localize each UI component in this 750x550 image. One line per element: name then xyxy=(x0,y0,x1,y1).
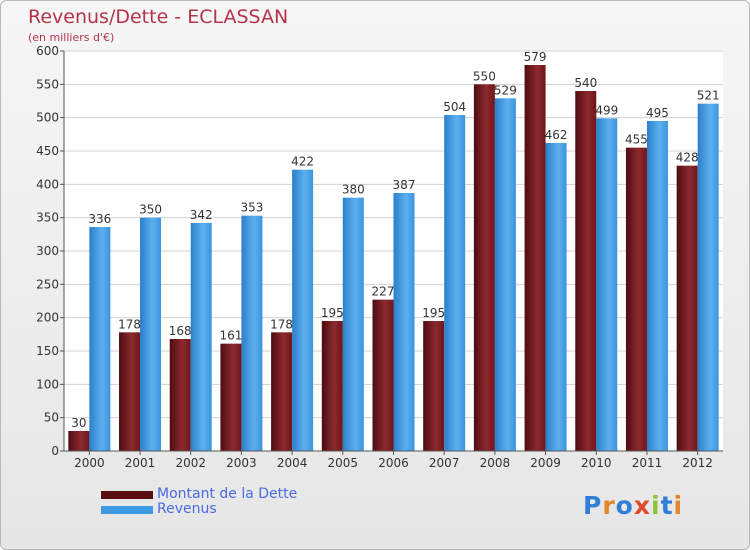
bar-revenus xyxy=(292,169,314,451)
data-label-debt: 178 xyxy=(270,317,293,331)
chart-title: Revenus/Dette - ECLASSAN xyxy=(28,6,289,28)
data-label-debt: 579 xyxy=(524,50,547,64)
data-label-revenus: 336 xyxy=(88,212,111,226)
data-label-revenus: 353 xyxy=(240,201,263,215)
x-tick-label: 2008 xyxy=(480,456,511,470)
x-tick-label: 2010 xyxy=(581,456,612,470)
data-label-revenus: 342 xyxy=(190,208,213,222)
x-tick-label: 2001 xyxy=(125,456,156,470)
data-label-debt: 178 xyxy=(118,317,141,331)
bar-revenus xyxy=(342,197,364,451)
x-tick-label: 2006 xyxy=(378,456,409,470)
bar-debt xyxy=(119,332,141,451)
data-label-revenus: 521 xyxy=(697,89,720,103)
x-tick-label: 2004 xyxy=(277,456,308,470)
x-tick-label: 2005 xyxy=(328,456,359,470)
logo-letter: i xyxy=(673,491,684,520)
bar-debt xyxy=(220,343,242,451)
bar-revenus xyxy=(697,103,719,452)
data-label-debt: 195 xyxy=(422,306,445,320)
data-label-debt: 227 xyxy=(372,285,395,299)
y-tick-label: 250 xyxy=(36,277,59,291)
bar-revenus xyxy=(494,98,516,451)
logo-letter: t xyxy=(660,491,674,520)
legend-label-revenus: Revenus xyxy=(157,501,217,517)
y-tick-label: 150 xyxy=(36,344,59,358)
x-tick-label: 2003 xyxy=(226,456,257,470)
data-label-revenus: 350 xyxy=(139,203,162,217)
legend-swatch-debt xyxy=(101,490,153,499)
y-tick-label: 0 xyxy=(51,444,59,458)
x-tick-label: 2009 xyxy=(530,456,561,470)
data-label-debt: 168 xyxy=(169,324,192,338)
bar-revenus xyxy=(646,121,668,451)
data-label-debt: 30 xyxy=(71,416,86,430)
legend-label-debt: Montant de la Dette xyxy=(157,486,298,502)
x-tick-label: 2011 xyxy=(632,456,663,470)
bar-revenus xyxy=(393,193,415,451)
bar-revenus xyxy=(140,217,162,451)
data-label-revenus: 380 xyxy=(342,183,365,197)
legend: Montant de la Dette Revenus xyxy=(101,487,297,517)
data-label-debt: 540 xyxy=(574,76,597,90)
y-tick-label: 550 xyxy=(36,77,59,91)
bar-debt xyxy=(68,431,90,451)
data-label-revenus: 529 xyxy=(494,83,517,97)
x-tick-label: 2012 xyxy=(682,456,713,470)
data-label-revenus: 499 xyxy=(595,103,618,117)
data-label-revenus: 504 xyxy=(443,100,466,114)
bar-debt xyxy=(473,84,495,451)
bar-debt xyxy=(169,339,191,451)
bar-debt xyxy=(575,91,597,451)
y-tick-label: 300 xyxy=(36,244,59,258)
y-tick-label: 450 xyxy=(36,144,59,158)
y-tick-label: 100 xyxy=(36,377,59,391)
x-tick-label: 2007 xyxy=(429,456,460,470)
bar-revenus xyxy=(89,227,111,451)
logo-letter: P xyxy=(583,491,603,520)
data-label-revenus: 462 xyxy=(545,128,568,142)
logo-letter: i xyxy=(651,491,661,520)
data-label-debt: 161 xyxy=(219,329,242,343)
bar-debt xyxy=(372,299,394,451)
logo-letter: o xyxy=(615,491,634,520)
data-label-revenus: 387 xyxy=(393,178,416,192)
bar-debt xyxy=(423,321,445,451)
bar-revenus xyxy=(596,118,618,451)
data-label-debt: 195 xyxy=(321,306,344,320)
proxiti-logo: Proxiti xyxy=(583,491,683,520)
data-label-debt: 550 xyxy=(473,69,496,83)
bar-revenus xyxy=(190,223,212,451)
legend-swatch-revenus xyxy=(101,505,153,514)
y-tick-label: 600 xyxy=(36,44,59,58)
bar-revenus xyxy=(545,143,567,451)
y-tick-label: 400 xyxy=(36,177,59,191)
y-tick-label: 350 xyxy=(36,211,59,225)
bar-debt xyxy=(625,147,647,451)
data-label-debt: 428 xyxy=(676,151,699,165)
bar-debt xyxy=(271,332,293,451)
x-tick-label: 2000 xyxy=(74,456,105,470)
data-label-revenus: 422 xyxy=(291,155,314,169)
chart-subtitle: (en milliers d'€) xyxy=(28,31,115,44)
data-label-revenus: 495 xyxy=(646,106,669,120)
legend-item-debt: Montant de la Dette xyxy=(101,487,297,502)
bar-revenus xyxy=(241,215,263,451)
bar-revenus xyxy=(444,115,466,451)
bar-debt xyxy=(524,65,546,451)
y-tick-label: 200 xyxy=(36,311,59,325)
legend-item-revenus: Revenus xyxy=(101,502,297,517)
y-tick-label: 500 xyxy=(36,111,59,125)
x-tick-label: 2002 xyxy=(175,456,206,470)
data-label-debt: 455 xyxy=(625,133,648,147)
y-tick-label: 50 xyxy=(44,411,59,425)
bar-debt xyxy=(321,321,343,451)
bar-debt xyxy=(676,165,698,451)
logo-letter: x xyxy=(633,491,651,520)
logo-letter: r xyxy=(602,491,616,520)
